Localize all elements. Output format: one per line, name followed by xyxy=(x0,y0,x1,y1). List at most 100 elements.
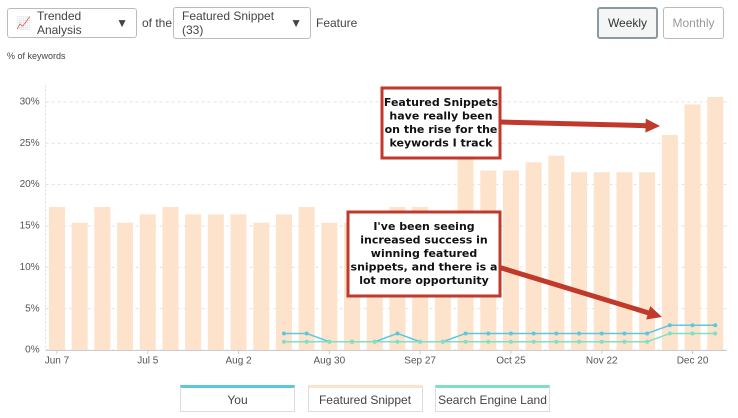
point xyxy=(281,339,286,344)
x-tick-label: Aug 2 xyxy=(225,356,252,367)
bar xyxy=(117,222,134,350)
point xyxy=(440,339,445,344)
y-tick-label: 30% xyxy=(20,97,40,108)
point xyxy=(372,339,377,344)
point xyxy=(440,339,445,344)
bar xyxy=(207,214,224,350)
bar xyxy=(253,222,270,350)
point xyxy=(577,339,582,344)
annotation-text: I've been seeing xyxy=(373,220,474,233)
bar xyxy=(366,214,383,350)
point xyxy=(690,331,695,336)
point xyxy=(327,339,332,344)
y-tick-label: 15% xyxy=(20,221,40,232)
point xyxy=(463,339,468,344)
y-tick-label: 0% xyxy=(25,345,40,356)
line xyxy=(283,324,716,343)
point xyxy=(713,323,718,328)
point xyxy=(418,339,423,344)
period-button[interactable]: Weekly xyxy=(597,7,658,39)
point xyxy=(645,331,650,336)
bar xyxy=(661,134,678,350)
x-tick-label: Dec 20 xyxy=(677,356,709,367)
bar xyxy=(230,214,247,350)
bar xyxy=(457,158,474,350)
bar xyxy=(321,222,338,350)
annotation-text: have really been xyxy=(389,109,492,122)
point xyxy=(667,323,672,328)
bar xyxy=(185,214,202,350)
annotation-arrow xyxy=(494,263,651,316)
y-tick-label: 25% xyxy=(20,138,40,149)
point xyxy=(645,339,650,344)
point xyxy=(622,339,627,344)
bar xyxy=(616,172,633,350)
caret: ▼ xyxy=(116,16,128,30)
bar xyxy=(162,206,179,350)
point xyxy=(395,331,400,336)
point xyxy=(599,339,604,344)
bar xyxy=(298,206,315,350)
legend-item[interactable]: Featured Snippet xyxy=(307,385,423,412)
y-tick-label: 5% xyxy=(25,303,40,314)
annotation-text: Featured Snippets xyxy=(384,96,499,109)
bar xyxy=(548,155,565,350)
arrow-head xyxy=(646,306,662,320)
bar xyxy=(571,172,588,350)
bar xyxy=(639,172,656,350)
point xyxy=(281,331,286,336)
annotation-text: increased success in xyxy=(360,234,488,247)
feature-dropdown[interactable]: Featured Snippet (33) ▼ xyxy=(173,7,311,39)
arrow-head xyxy=(645,118,660,133)
point xyxy=(554,339,559,344)
x-tick-label: Sep 27 xyxy=(404,356,436,367)
point xyxy=(531,339,536,344)
point xyxy=(395,339,400,344)
annotation-text: on the rise for the xyxy=(385,123,498,136)
point xyxy=(418,339,423,344)
point xyxy=(350,339,355,344)
point xyxy=(622,331,627,336)
point xyxy=(713,331,718,336)
bar xyxy=(434,214,451,350)
legend-item[interactable]: You xyxy=(180,385,295,412)
y-tick-label: 20% xyxy=(20,179,40,190)
annotation-text: lot more opportunity xyxy=(359,274,489,287)
feature-label: Feature xyxy=(316,16,358,30)
point xyxy=(554,331,559,336)
bar xyxy=(684,104,701,350)
annotation-box xyxy=(346,210,502,298)
point xyxy=(304,339,309,344)
bar xyxy=(480,170,497,350)
point xyxy=(463,331,468,336)
view-dropdown[interactable]: 📈 Trended Analysis ▼ xyxy=(7,8,137,38)
bar xyxy=(139,214,156,350)
bar xyxy=(412,206,429,350)
period-button[interactable]: Monthly xyxy=(663,7,724,39)
bar xyxy=(94,206,111,350)
legend-item[interactable]: Search Engine Land xyxy=(435,385,550,412)
bar xyxy=(389,206,406,350)
x-tick-label: Oct 25 xyxy=(496,356,526,367)
point xyxy=(372,339,377,344)
annotation-text: keywords I track xyxy=(390,136,494,149)
annotation-text: winning featured xyxy=(371,247,477,260)
y-tick-label: 10% xyxy=(20,262,40,273)
x-tick-label: Jul 5 xyxy=(137,356,159,367)
chart-icon: 📈 xyxy=(16,16,31,30)
bar xyxy=(275,214,292,350)
feature-text: Featured Snippet (33) xyxy=(182,9,275,37)
bar xyxy=(593,172,610,350)
annotation-box xyxy=(380,86,502,160)
point xyxy=(508,339,513,344)
annotation-arrow xyxy=(499,119,649,129)
bar xyxy=(502,170,519,350)
view-text: Trended Analysis xyxy=(36,9,82,37)
bar xyxy=(48,206,65,350)
bar xyxy=(525,162,542,350)
x-tick-label: Nov 22 xyxy=(586,356,618,367)
